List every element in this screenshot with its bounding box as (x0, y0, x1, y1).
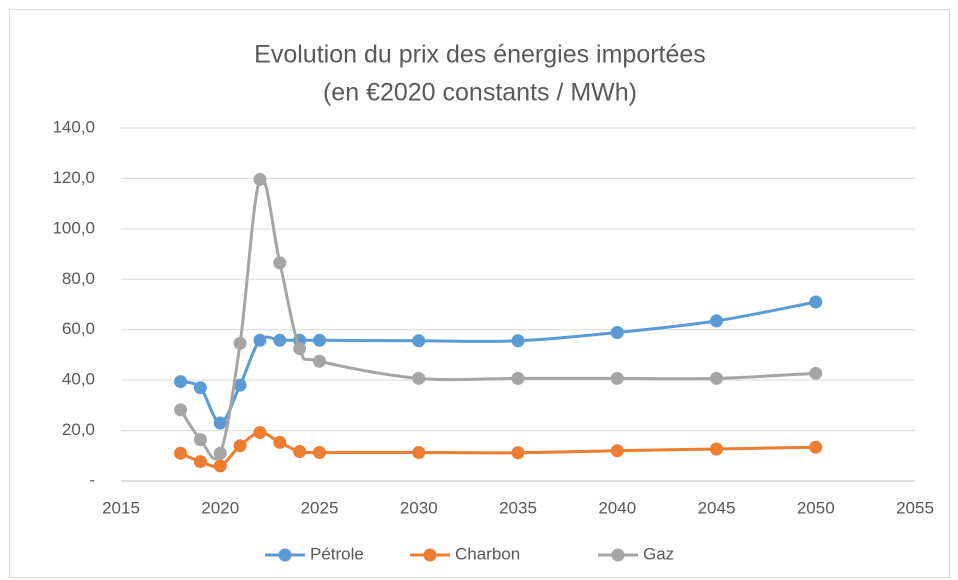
x-tick-label: 2015 (102, 498, 140, 517)
y-tick-label: - (89, 470, 95, 489)
data-point (293, 342, 307, 356)
data-point (233, 378, 247, 392)
x-tick-label: 2040 (598, 498, 636, 517)
data-point (213, 416, 227, 430)
y-tick-label: 140,0 (52, 117, 95, 136)
x-tick-label: 2055 (896, 498, 934, 517)
chart-title: Evolution du prix des énergies importées (254, 41, 706, 69)
y-tick-label: 120,0 (52, 168, 95, 187)
data-point (412, 446, 426, 460)
x-tick-label: 2050 (797, 498, 835, 517)
x-tick-label: 2030 (400, 498, 438, 517)
y-tick-label: 20,0 (62, 420, 95, 439)
data-point (174, 446, 188, 460)
data-point (174, 375, 188, 389)
chart-subtitle: (en €2020 constants / MWh) (323, 79, 637, 107)
data-point (313, 333, 326, 347)
data-point (253, 172, 267, 186)
data-point (193, 433, 207, 447)
data-point (213, 459, 227, 473)
data-point (273, 435, 287, 449)
y-tick-label: 60,0 (62, 319, 95, 338)
data-point (809, 295, 823, 309)
data-point (610, 325, 624, 339)
legend-marker (278, 548, 292, 562)
data-point (412, 334, 426, 348)
x-tick-label: 2035 (499, 498, 537, 517)
data-point (273, 256, 287, 270)
data-point (233, 439, 247, 453)
data-point (710, 442, 723, 456)
legend-marker (611, 548, 625, 562)
legend-label: Gaz (643, 544, 674, 563)
legend-label: Pétrole (310, 544, 364, 563)
data-point (273, 333, 287, 347)
data-point (710, 371, 723, 385)
legend-label: Charbon (455, 544, 520, 563)
data-point (174, 403, 188, 417)
data-point (193, 455, 207, 469)
chart-frame (9, 9, 950, 578)
data-point (710, 314, 723, 328)
legend-marker (423, 548, 437, 562)
data-point (313, 354, 326, 368)
data-point (233, 336, 247, 350)
data-point (293, 444, 307, 458)
data-point (511, 371, 525, 385)
data-point (193, 381, 207, 395)
data-point (511, 334, 525, 348)
x-tick-label: 2020 (201, 498, 239, 517)
data-point (313, 446, 326, 460)
data-point (213, 446, 227, 460)
data-point (511, 446, 525, 460)
data-point (253, 333, 267, 347)
data-point (610, 371, 624, 385)
data-point (610, 444, 624, 458)
y-tick-label: 100,0 (52, 218, 95, 237)
y-tick-label: 80,0 (62, 269, 95, 288)
y-tick-label: 40,0 (62, 370, 95, 389)
data-point (253, 426, 267, 440)
data-point (809, 440, 823, 454)
data-point (412, 371, 426, 385)
x-tick-label: 2025 (301, 498, 339, 517)
x-tick-label: 2045 (698, 498, 736, 517)
data-point (809, 366, 823, 380)
